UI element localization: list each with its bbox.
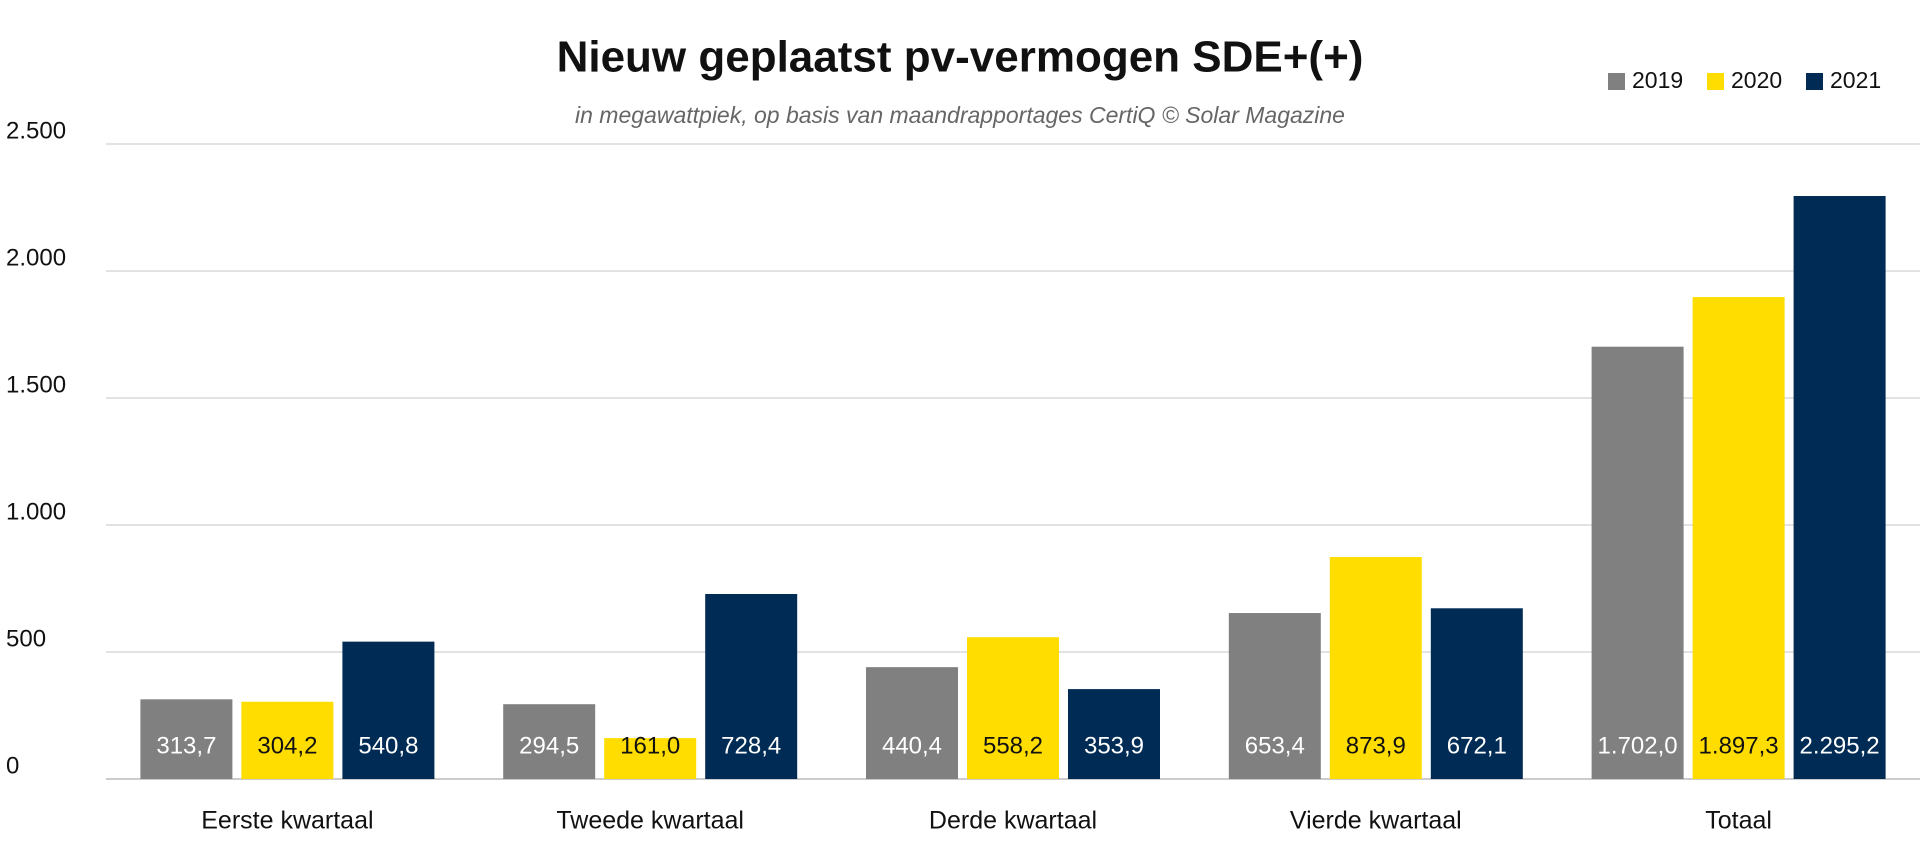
bar	[705, 593, 798, 779]
bar	[1692, 297, 1785, 779]
value-label: 1.897,3	[1699, 732, 1779, 759]
legend-label: 2019	[1632, 67, 1683, 93]
value-label: 304,2	[257, 732, 317, 759]
bar	[866, 667, 958, 779]
value-label: 440,4	[882, 732, 942, 759]
bar	[1430, 608, 1523, 779]
y-tick-label: 0	[6, 752, 19, 779]
value-label: 540,8	[358, 732, 418, 759]
legend-swatch	[1608, 73, 1625, 90]
legend-swatch	[1707, 73, 1724, 90]
bar	[241, 701, 334, 779]
bar	[503, 704, 596, 779]
x-tick-label: Derde kwartaal	[929, 807, 1097, 835]
value-label: 672,1	[1447, 732, 1507, 759]
chart-title: Nieuw geplaatst pv-vermogen SDE+(+)	[557, 33, 1364, 82]
value-label: 653,4	[1245, 732, 1305, 759]
bar	[1228, 613, 1321, 779]
value-label: 1.702,0	[1598, 732, 1678, 759]
chart-subtitle: in megawattpiek, op basis van maandrappo…	[575, 102, 1345, 128]
bar	[1591, 346, 1684, 779]
value-label: 558,2	[983, 732, 1043, 759]
y-tick-label: 2.500	[6, 117, 66, 144]
value-label: 2.295,2	[1800, 732, 1880, 759]
legend-label: 2021	[1830, 67, 1881, 93]
y-tick-label: 500	[6, 625, 46, 652]
legend-swatch	[1806, 73, 1823, 90]
value-label: 294,5	[519, 732, 579, 759]
value-label: 728,4	[721, 732, 781, 759]
bar	[1793, 196, 1886, 780]
bar	[342, 641, 435, 779]
bar	[967, 637, 1059, 779]
x-tick-label: Tweede kwartaal	[556, 807, 744, 835]
bar	[604, 738, 697, 779]
x-tick-label: Totaal	[1705, 807, 1772, 835]
x-tick-label: Vierde kwartaal	[1290, 807, 1462, 835]
value-label: 873,9	[1346, 732, 1406, 759]
y-tick-label: 1.500	[6, 371, 66, 398]
bar	[1329, 557, 1422, 779]
x-tick-label: Eerste kwartaal	[201, 807, 373, 835]
y-tick-label: 2.000	[6, 244, 66, 271]
y-tick-label: 1.000	[6, 498, 66, 525]
value-label: 353,9	[1084, 732, 1144, 759]
value-label: 161,0	[620, 732, 680, 759]
bar	[140, 699, 233, 779]
bar	[1068, 689, 1160, 779]
legend-label: 2020	[1731, 67, 1782, 93]
value-label: 313,7	[156, 732, 216, 759]
